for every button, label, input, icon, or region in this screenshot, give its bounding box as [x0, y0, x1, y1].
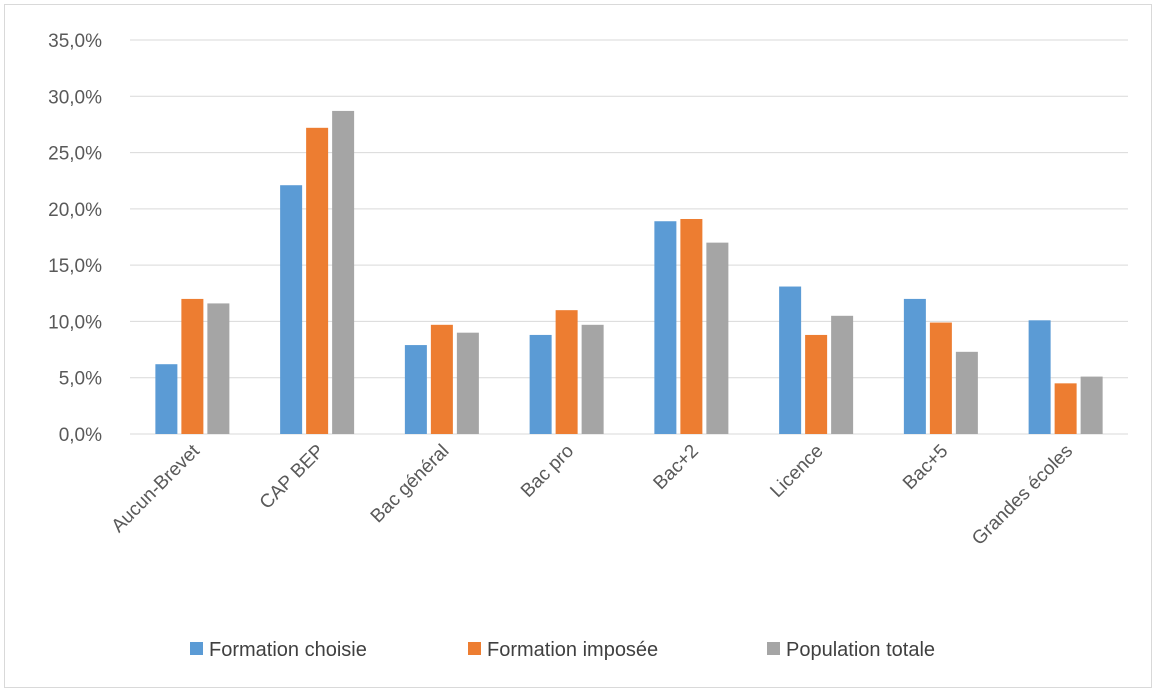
- bar-grandes-coles-2: [1080, 376, 1103, 434]
- legend-swatch: [767, 642, 780, 655]
- bars: [155, 110, 1103, 435]
- x-tick-label: Grandes écoles: [968, 441, 1077, 550]
- legend-swatch: [468, 642, 481, 655]
- bar-licence-1: [805, 334, 828, 434]
- x-tick-label: Bac+2: [650, 441, 703, 494]
- y-tick-label: 0,0%: [59, 425, 102, 446]
- bar-bac-g-n-ral-1: [430, 324, 453, 434]
- bar-bac-g-n-ral-2: [456, 332, 479, 434]
- x-tick-label: Bac pro: [517, 441, 578, 502]
- legend: Formation choisie Formation imposée Popula…: [190, 639, 935, 661]
- x-axis-labels: Aucun-Brevet CAP BEP Bac général Bac pro Bac…: [108, 440, 1078, 549]
- bar-bac-pro-2: [581, 324, 604, 434]
- x-tick-label: Bac général: [367, 441, 454, 528]
- y-tick-label: 5,0%: [59, 369, 102, 390]
- bar-grandes-coles-1: [1054, 383, 1077, 434]
- bar-grandes-coles-0: [1028, 320, 1051, 434]
- bar-bac-pro-0: [529, 334, 552, 434]
- bar-bac-5-0: [903, 298, 926, 434]
- y-tick-label: 35,0%: [48, 31, 102, 52]
- bar-cap-bep-0: [280, 185, 303, 434]
- legend-label: Formation choisie: [209, 639, 367, 661]
- bar-aucun-brevet-2: [207, 303, 230, 434]
- bar-bac-5-2: [955, 351, 978, 434]
- gridlines: [130, 39, 1128, 435]
- y-tick-label: 30,0%: [48, 87, 102, 108]
- bar-licence-2: [831, 315, 854, 434]
- x-tick-label: Licence: [766, 441, 827, 502]
- legend-swatch: [190, 642, 203, 655]
- bar-cap-bep-1: [306, 127, 329, 434]
- bar-bac-pro-1: [555, 310, 578, 434]
- legend-label: Formation imposée: [487, 639, 658, 661]
- y-tick-label: 20,0%: [48, 200, 102, 221]
- y-tick-label: 15,0%: [48, 256, 102, 277]
- bar-bac-2-1: [680, 218, 703, 434]
- bar-aucun-brevet-1: [181, 298, 204, 434]
- legend-label: Population totale: [786, 639, 935, 661]
- bar-aucun-brevet-0: [155, 364, 178, 434]
- bar-bac-2-2: [706, 242, 729, 434]
- bar-bac-2-0: [654, 221, 677, 434]
- y-axis-labels: 0,0% 5,0% 10,0% 15,0% 20,0% 25,0% 30,0% 35,0%: [48, 31, 102, 446]
- bar-cap-bep-2: [332, 110, 355, 435]
- x-tick-label: Aucun-Brevet: [108, 440, 205, 537]
- x-tick-label: Bac+5: [899, 441, 952, 494]
- bar-bac-5-1: [929, 322, 952, 434]
- y-tick-label: 25,0%: [48, 144, 102, 165]
- y-tick-label: 10,0%: [48, 312, 102, 333]
- bar-bac-g-n-ral-0: [404, 345, 427, 434]
- x-tick-label: CAP BEP: [256, 441, 329, 514]
- bar-licence-0: [779, 286, 802, 434]
